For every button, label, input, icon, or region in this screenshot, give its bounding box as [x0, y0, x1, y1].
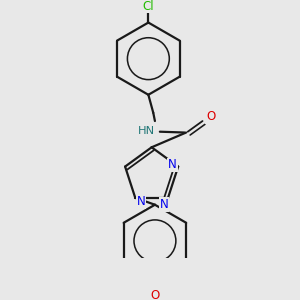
Text: O: O: [206, 110, 215, 123]
Text: N: N: [136, 195, 146, 208]
Text: N: N: [160, 198, 168, 211]
Text: HN: HN: [138, 126, 155, 136]
Text: Cl: Cl: [142, 0, 154, 13]
Text: O: O: [150, 289, 160, 300]
Text: N: N: [168, 158, 177, 171]
